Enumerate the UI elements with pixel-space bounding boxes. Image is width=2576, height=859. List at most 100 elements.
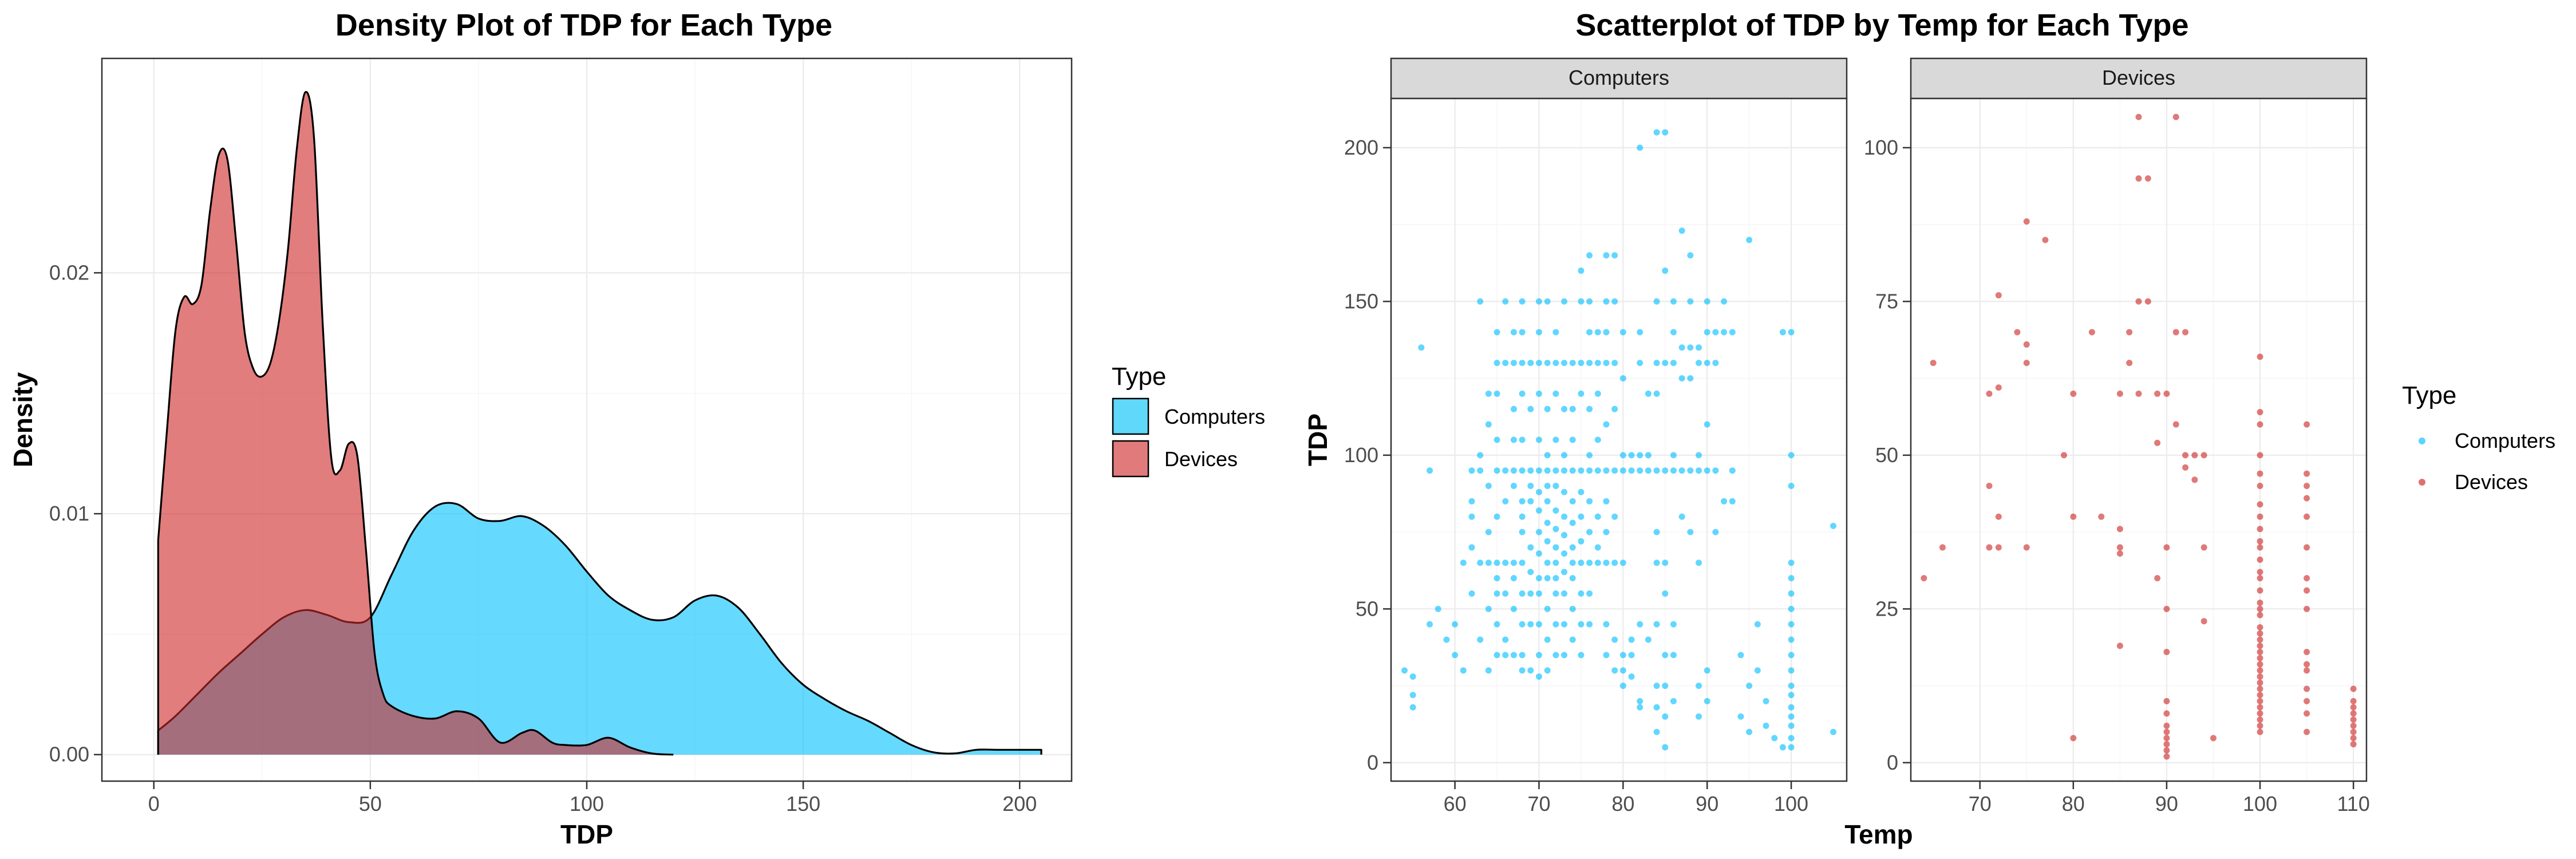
scatter-point-devices <box>2154 390 2161 397</box>
scatter-point-computers <box>1494 436 1500 443</box>
scatter-point-computers <box>1779 744 1786 751</box>
scatter-point-devices <box>2304 587 2310 594</box>
facet-devices-y-tick-label: 50 <box>1875 443 1898 467</box>
scatter-point-devices <box>2200 452 2207 459</box>
scatter-point-computers <box>1485 605 1492 612</box>
scatter-point-computers <box>1544 498 1551 505</box>
scatter-point-computers <box>1653 704 1660 711</box>
scatter-point-devices <box>2304 698 2310 704</box>
scatter-point-computers <box>1788 636 1795 643</box>
facet-panel-border-computers <box>1390 97 1848 782</box>
scatter-point-computers <box>1788 704 1795 711</box>
scatter-point-computers <box>1687 375 1694 382</box>
scatter-point-computers <box>1603 360 1610 367</box>
scatter-point-computers <box>1552 507 1559 514</box>
scatter-point-computers <box>1569 436 1576 443</box>
scatter-point-devices <box>2200 544 2207 551</box>
scatter-point-devices <box>2116 550 2123 557</box>
scatter-point-devices <box>2163 747 2170 754</box>
scatter-point-computers <box>1527 544 1534 551</box>
scatter-point-computers <box>1619 467 1626 474</box>
scatter-point-devices <box>2350 741 2357 748</box>
facet-computers-y-tick-label: 150 <box>1344 289 1378 313</box>
scatter-point-devices <box>2304 495 2310 502</box>
scatter-point-computers <box>1544 405 1551 412</box>
scatter-point-devices <box>2172 421 2179 428</box>
scatter-point-computers <box>1510 652 1517 659</box>
scatter-point-computers <box>1628 652 1635 659</box>
scatter-point-computers <box>1552 483 1559 490</box>
scatter-point-computers <box>1653 728 1660 735</box>
scatter-point-computers <box>1435 605 1441 612</box>
scatter-point-computers <box>1519 390 1526 397</box>
scatter-legend: Type Computers Devices <box>2402 381 2555 494</box>
scatter-point-computers <box>1603 621 1610 628</box>
scatter-legend-item-devices: Devices <box>2419 470 2528 494</box>
scatter-point-computers <box>1427 621 1433 628</box>
scatter-point-computers <box>1578 267 1585 274</box>
scatter-point-computers <box>1535 298 1542 305</box>
scatter-point-computers <box>1729 498 1736 505</box>
scatter-point-computers <box>1544 636 1551 643</box>
scatter-point-computers <box>1552 436 1559 443</box>
scatter-point-computers <box>1788 735 1795 742</box>
scatter-point-computers <box>1494 390 1500 397</box>
scatter-point-computers <box>1594 559 1601 566</box>
scatter-point-computers <box>1637 621 1643 628</box>
scatter-point-computers <box>1704 421 1710 428</box>
facet-strip-computers <box>1390 57 1848 100</box>
scatter-point-devices <box>2257 722 2263 729</box>
scatter-point-computers <box>1586 498 1593 505</box>
scatter-point-computers <box>1746 237 1753 243</box>
scatter-point-computers <box>1653 360 1660 367</box>
density-area-devices <box>158 92 674 755</box>
scatter-point-computers <box>1552 590 1559 597</box>
scatter-point-devices <box>2304 575 2310 582</box>
scatter-point-computers <box>1645 467 1652 474</box>
scatter-point-computers <box>1696 559 1702 566</box>
scatter-point-computers <box>1712 329 1719 336</box>
scatter-point-devices <box>2163 735 2170 742</box>
scatter-point-devices <box>2023 218 2030 225</box>
scatter-point-devices <box>2257 587 2263 594</box>
density-x-tick-label: 200 <box>1002 792 1037 815</box>
scatter-point-computers <box>1619 375 1626 382</box>
scatter-point-devices <box>2163 710 2170 717</box>
scatter-point-computers <box>1586 621 1593 628</box>
scatter-point-computers <box>1502 298 1509 305</box>
scatter-point-computers <box>1637 467 1643 474</box>
scatter-point-computers <box>1645 636 1652 643</box>
scatter-point-devices <box>2304 544 2310 551</box>
scatter-point-computers <box>1460 667 1467 674</box>
scatter-point-computers <box>1552 467 1559 474</box>
scatter-point-devices <box>2163 605 2170 612</box>
scatter-point-computers <box>1619 683 1626 689</box>
scatter-point-computers <box>1494 513 1500 520</box>
scatter-point-devices <box>2304 728 2310 735</box>
scatter-point-computers <box>1510 575 1517 582</box>
scatter-point-computers <box>1603 421 1610 428</box>
density-legend-label-devices: Devices <box>1164 447 1238 471</box>
density-legend-label-computers: Computers <box>1164 405 1265 428</box>
scatter-legend-key-devices <box>2419 479 2425 486</box>
scatter-point-devices <box>2257 661 2263 668</box>
scatter-point-devices <box>2163 698 2170 704</box>
facet-devices-x-tick-label: 100 <box>2243 792 2277 815</box>
scatter-point-computers <box>1561 360 1568 367</box>
scatter-point-computers <box>1569 636 1576 643</box>
scatter-y-axis-label: TDP <box>1303 413 1333 466</box>
scatter-point-computers <box>1485 667 1492 674</box>
scatter-point-computers <box>1510 483 1517 490</box>
scatter-point-computers <box>1535 550 1542 557</box>
scatter-point-computers <box>1544 298 1551 305</box>
scatter-point-computers <box>1535 529 1542 535</box>
scatter-point-computers <box>1519 590 1526 597</box>
scatter-point-devices <box>2182 464 2189 471</box>
facet-computers-y-tick-label: 50 <box>1356 597 1378 620</box>
scatter-point-computers <box>1678 227 1685 234</box>
scatter-point-computers <box>1519 513 1526 520</box>
scatter-point-devices <box>2023 544 2030 551</box>
scatter-point-computers <box>1519 467 1526 474</box>
scatter-point-computers <box>1561 513 1568 520</box>
scatter-point-computers <box>1552 360 1559 367</box>
